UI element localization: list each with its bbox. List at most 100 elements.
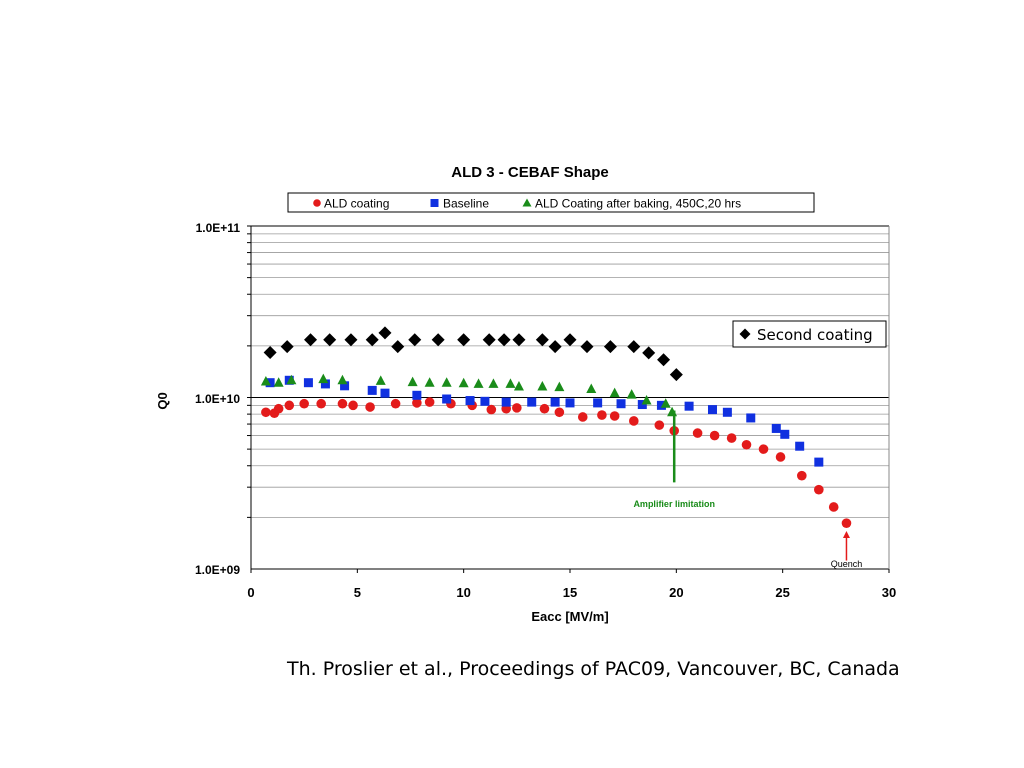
x-tick-label: 5 [354,585,361,600]
data-point [741,439,752,450]
data-point [814,457,824,467]
data-point [378,326,392,340]
data-point [603,340,617,354]
data-point [512,403,522,413]
data-point [303,378,313,388]
data-point [828,502,839,512]
legend-item-after-baking: ALD Coating after baking, 450C,20 hrs [522,197,741,211]
data-point [692,428,703,438]
chart-title: ALD 3 - CEBAF Shape [451,164,609,181]
data-point [654,420,665,430]
legend-label: Baseline [443,197,489,211]
data-point [273,403,284,414]
amplifier-limitation-label: Amplifier limitation [633,499,715,509]
data-point [626,389,637,399]
data-point [775,452,786,462]
x-tick-label: 0 [247,585,254,600]
arrow-head-icon [842,530,850,538]
y-axis-label: Q0 [155,392,170,409]
data-point [609,411,620,421]
data-point [482,333,496,347]
x-tick-label: 10 [456,585,470,600]
data-point [707,405,717,415]
data-point [316,398,326,409]
data-point [365,333,379,347]
x-axis-label: Eacc [MV/m] [531,609,608,624]
data-point [513,380,524,391]
legend-diamond-icon [739,328,751,340]
data-point [565,398,575,408]
data-point [722,407,732,417]
y-tick-label: 1.0E+11 [196,221,241,235]
data-point [795,441,805,451]
legend-circle-icon [313,199,321,207]
data-point [609,387,620,398]
data-point [709,430,720,441]
data-point [641,395,652,405]
data-point [797,470,807,481]
data-point [627,340,641,354]
legend-label: ALD coating [324,197,389,211]
data-point [337,374,348,385]
data-point [684,401,694,411]
legend-inset: Second coating [732,320,887,348]
y-tick-labels: 1.0E+11 1.0E+10 1.0E+09 [195,221,240,577]
data-point [669,368,683,382]
legend-inset-box [732,320,887,348]
data-point [367,385,377,395]
data-point [577,412,588,422]
x-ticks: 0 5 10 15 20 25 30 [247,569,896,600]
data-point [657,353,671,367]
data-point [841,518,852,528]
data-point [424,377,435,387]
data-point [263,345,277,359]
data-point [380,388,390,398]
data-point [442,394,452,404]
data-point [375,375,386,385]
data-point [771,423,781,433]
series-ald-coating-after-baking-450c-20-hrs [260,373,678,417]
data-point [284,400,295,411]
data-point [348,400,358,411]
legend-item-ald-coating: ALD coating [313,197,389,211]
data-point [323,333,337,347]
data-point [554,407,565,418]
x-tick-label: 15 [563,585,577,600]
data-point [660,398,671,408]
data-point [527,397,537,407]
data-point [260,375,271,386]
data-point [512,333,526,347]
data-point [593,398,603,408]
data-point [537,380,548,391]
data-point [318,373,329,384]
legend-label: Second coating [757,326,873,344]
legend-top-box [287,192,815,213]
data-point [320,379,330,389]
data-point [304,333,318,347]
legend-top: ALD coating Baseline ALD Coating after b… [287,192,815,213]
data-point [337,398,348,409]
data-point [505,378,516,388]
data-point [497,333,511,347]
data-point [563,333,577,347]
data-point [465,396,475,406]
legend-item-baseline: Baseline [430,197,489,211]
data-point [265,378,275,388]
data-point [286,374,297,385]
data-point [390,398,401,409]
data-point [726,433,737,443]
data-point [580,340,594,354]
legend-square-icon [430,199,439,207]
data-point [656,400,666,410]
data-point [597,410,607,420]
data-point [586,383,597,394]
legend-triangle-icon [522,198,532,207]
annotations: Amplifier limitation Quench [633,410,862,569]
data-point [535,333,549,347]
data-point [273,377,284,387]
data-point [299,398,309,409]
series-second-coating [263,326,683,382]
grid [247,225,889,518]
